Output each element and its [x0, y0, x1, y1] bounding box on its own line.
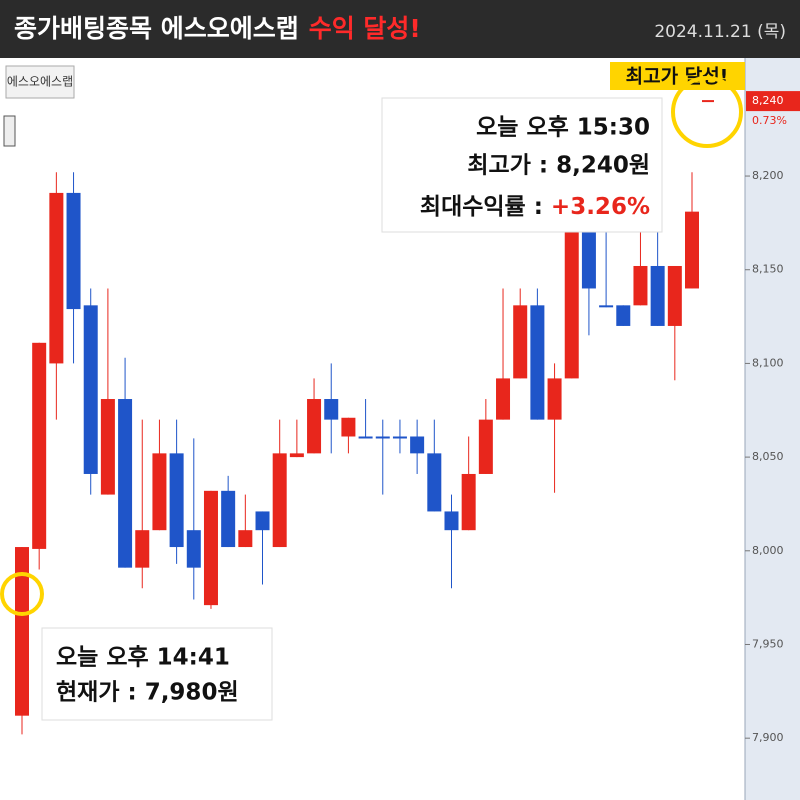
candle-body	[650, 265, 665, 326]
candle-body	[203, 490, 218, 606]
title-highlight: 수익 달성!	[309, 14, 421, 43]
candle-body	[83, 305, 98, 474]
candle-body	[49, 192, 64, 364]
high-price: 최고가 : 8,240원	[467, 153, 650, 179]
y-tick-label: 7,950	[752, 637, 784, 650]
candle-body	[547, 378, 562, 420]
candle-body	[667, 265, 682, 326]
y-tick-label: 7,900	[752, 731, 784, 744]
candle-body	[427, 453, 442, 512]
y-tick-label: 8,000	[752, 544, 784, 557]
peak-badge-bg	[610, 62, 745, 90]
entry-box	[41, 627, 273, 721]
candle-body	[341, 417, 356, 437]
return-label: 최대수익률 :	[420, 194, 543, 220]
candle-body	[478, 419, 493, 474]
candle-body	[289, 453, 304, 458]
candle-body	[238, 530, 253, 548]
last-price-label: 8,240	[752, 94, 784, 107]
candle-body	[307, 399, 322, 454]
candle-body	[530, 305, 545, 420]
peak-badge: 최고가 달성!	[626, 66, 729, 88]
header-bar	[0, 0, 800, 58]
candle-body	[616, 305, 631, 326]
high-box	[381, 97, 663, 233]
candle-body	[118, 399, 133, 568]
return-value: +3.26%	[551, 194, 650, 220]
candle-body	[221, 490, 236, 548]
candle-body	[169, 453, 184, 548]
entry-time: 오늘 오후 14:41	[56, 645, 230, 671]
last-price-marker	[746, 91, 800, 112]
header-title: 종가배팅종목 에스오에스랩 수익 달성!	[14, 14, 421, 43]
symbol-box	[5, 65, 75, 99]
max-return: 최대수익률 : +3.26%	[420, 194, 650, 220]
price-axis-panel	[745, 58, 800, 800]
candle-body	[66, 192, 81, 310]
symbol-label: 에스오에스랩	[7, 75, 73, 89]
highlight-circle	[671, 76, 743, 148]
candle-body	[564, 230, 579, 379]
candle-body	[496, 378, 511, 420]
candle-body	[392, 436, 407, 439]
candle-body	[461, 473, 476, 531]
candle-body	[32, 342, 47, 549]
candle-body	[255, 511, 270, 531]
highlight-circle	[0, 572, 44, 616]
candle-body	[272, 453, 287, 548]
entry-price: 현재가 : 7,980원	[56, 680, 239, 706]
y-tick-label: 8,150	[752, 263, 784, 276]
y-tick-label: 8,100	[752, 356, 784, 369]
header-date: 2024.11.21 (목)	[654, 22, 786, 42]
title-main: 종가배팅종목 에스오에스랩	[14, 14, 299, 43]
candle-body	[135, 530, 150, 568]
candle-body	[513, 305, 528, 379]
candle-body	[581, 230, 596, 289]
candle-body	[152, 453, 167, 531]
toolbar-icon	[3, 115, 16, 147]
high-time: 오늘 오후 15:30	[476, 115, 650, 141]
plot: 7,900 7,950 8,000 8,050 8,100 8,150 8,200 8,240…	[15, 91, 800, 744]
last-change-label: 0.73%	[752, 114, 787, 127]
candle-body	[599, 305, 614, 308]
candle-body	[324, 399, 339, 420]
candle-body	[15, 547, 29, 716]
candle-body	[375, 436, 390, 439]
candle-body	[100, 399, 115, 495]
candle-body	[633, 265, 648, 306]
candle-body	[186, 530, 201, 568]
y-tick-label: 8,050	[752, 450, 784, 463]
candle-body	[685, 211, 699, 289]
candle-body	[410, 436, 425, 454]
candle-body	[358, 436, 373, 439]
candle-body	[444, 511, 459, 531]
y-tick-label: 8,200	[752, 169, 784, 182]
